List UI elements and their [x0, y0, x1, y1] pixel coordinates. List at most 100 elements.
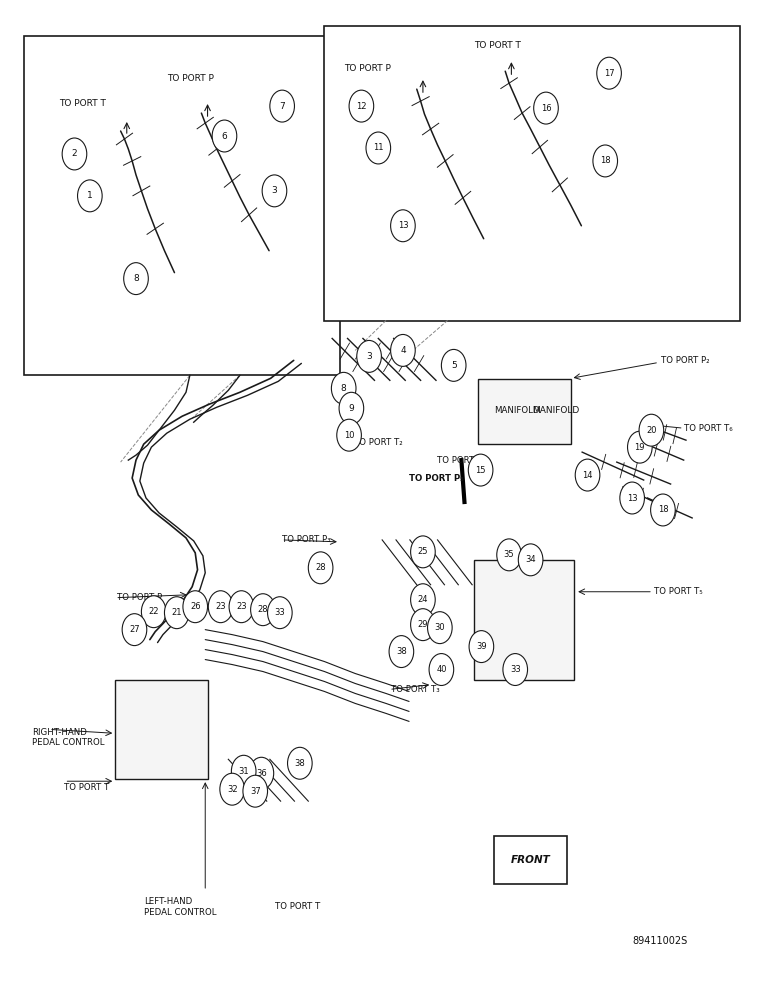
- Text: 14: 14: [582, 471, 593, 480]
- Circle shape: [391, 334, 415, 366]
- Text: 38: 38: [396, 647, 407, 656]
- Circle shape: [268, 597, 292, 629]
- Circle shape: [262, 175, 286, 207]
- Text: TO PORT P₅: TO PORT P₅: [409, 474, 464, 483]
- Circle shape: [208, 591, 233, 623]
- Text: 16: 16: [540, 104, 551, 113]
- Circle shape: [212, 120, 237, 152]
- Text: TO PORT P: TO PORT P: [117, 593, 162, 602]
- Text: 17: 17: [604, 69, 615, 78]
- Circle shape: [389, 636, 414, 668]
- Text: 8: 8: [340, 384, 347, 393]
- Text: 13: 13: [627, 494, 638, 503]
- Text: 5: 5: [451, 361, 456, 370]
- Text: TO PORT T: TO PORT T: [475, 41, 521, 50]
- Bar: [324, 26, 740, 320]
- Circle shape: [366, 132, 391, 164]
- Circle shape: [639, 414, 664, 446]
- Text: 35: 35: [504, 550, 514, 559]
- Circle shape: [339, 392, 364, 424]
- Bar: [479, 379, 571, 444]
- Circle shape: [308, 552, 333, 584]
- Text: 7: 7: [279, 102, 285, 111]
- Bar: [493, 836, 567, 884]
- Text: 32: 32: [227, 785, 238, 794]
- Circle shape: [141, 596, 166, 628]
- Text: TO PORT T: TO PORT T: [59, 99, 106, 108]
- Circle shape: [533, 92, 558, 124]
- Text: 24: 24: [418, 595, 428, 604]
- Circle shape: [251, 594, 276, 626]
- Circle shape: [503, 654, 527, 685]
- Text: 9: 9: [348, 404, 354, 413]
- Text: TO PORT T: TO PORT T: [65, 783, 110, 792]
- Circle shape: [411, 584, 435, 616]
- Text: 8: 8: [133, 274, 139, 283]
- Circle shape: [122, 614, 147, 646]
- Circle shape: [620, 482, 645, 514]
- Text: TO PORT P: TO PORT P: [344, 64, 391, 73]
- Circle shape: [287, 747, 312, 779]
- Circle shape: [442, 349, 466, 381]
- Text: TO PORT T₆: TO PORT T₆: [685, 424, 733, 433]
- Circle shape: [597, 57, 621, 89]
- Text: 89411002S: 89411002S: [632, 936, 687, 946]
- Text: 3: 3: [366, 352, 372, 361]
- Text: 36: 36: [256, 769, 267, 778]
- Text: TO PORT T₃: TO PORT T₃: [391, 685, 439, 694]
- Circle shape: [411, 536, 435, 568]
- Text: 15: 15: [476, 466, 486, 475]
- Circle shape: [232, 755, 256, 787]
- Text: TO PORT T: TO PORT T: [276, 902, 320, 911]
- Circle shape: [337, 419, 361, 451]
- Text: 3: 3: [272, 186, 277, 195]
- Text: RIGHT-HAND
PEDAL CONTROL: RIGHT-HAND PEDAL CONTROL: [32, 728, 105, 747]
- Bar: [25, 36, 340, 375]
- Circle shape: [249, 757, 274, 789]
- Text: 6: 6: [222, 132, 227, 141]
- Circle shape: [243, 775, 268, 807]
- Circle shape: [391, 210, 415, 242]
- Circle shape: [651, 494, 676, 526]
- Circle shape: [349, 90, 374, 122]
- Circle shape: [270, 90, 294, 122]
- Circle shape: [164, 597, 189, 629]
- Text: TO PORT P₆: TO PORT P₆: [437, 456, 486, 465]
- Circle shape: [496, 539, 521, 571]
- Circle shape: [63, 138, 86, 170]
- Text: 28: 28: [258, 605, 268, 614]
- Circle shape: [220, 773, 245, 805]
- Circle shape: [428, 612, 452, 644]
- Circle shape: [593, 145, 618, 177]
- Text: 12: 12: [356, 102, 367, 111]
- Bar: [475, 560, 574, 680]
- Text: 29: 29: [418, 620, 428, 629]
- Text: 37: 37: [250, 787, 261, 796]
- Circle shape: [357, 340, 381, 372]
- Text: 10: 10: [344, 431, 354, 440]
- Circle shape: [331, 372, 356, 404]
- Text: 38: 38: [294, 759, 305, 768]
- Circle shape: [124, 263, 148, 295]
- Circle shape: [469, 631, 493, 663]
- Text: 34: 34: [525, 555, 536, 564]
- Text: TO PORT T₅: TO PORT T₅: [654, 587, 703, 596]
- Text: 40: 40: [436, 665, 447, 674]
- Text: FRONT: FRONT: [510, 855, 550, 865]
- Text: 22: 22: [148, 607, 159, 616]
- Text: TO PORT P₂: TO PORT P₂: [662, 356, 710, 365]
- Text: 28: 28: [315, 563, 326, 572]
- Circle shape: [575, 459, 600, 491]
- Bar: [115, 680, 208, 779]
- Text: TO PORT P₃: TO PORT P₃: [282, 535, 330, 544]
- Text: 18: 18: [600, 156, 611, 165]
- Text: 39: 39: [476, 642, 486, 651]
- Text: 26: 26: [190, 602, 201, 611]
- Text: 2: 2: [72, 149, 77, 158]
- Text: TO PORT P: TO PORT P: [167, 74, 214, 83]
- Text: 13: 13: [398, 221, 408, 230]
- Circle shape: [429, 654, 454, 685]
- Text: 23: 23: [236, 602, 247, 611]
- Circle shape: [518, 544, 543, 576]
- Text: 27: 27: [129, 625, 140, 634]
